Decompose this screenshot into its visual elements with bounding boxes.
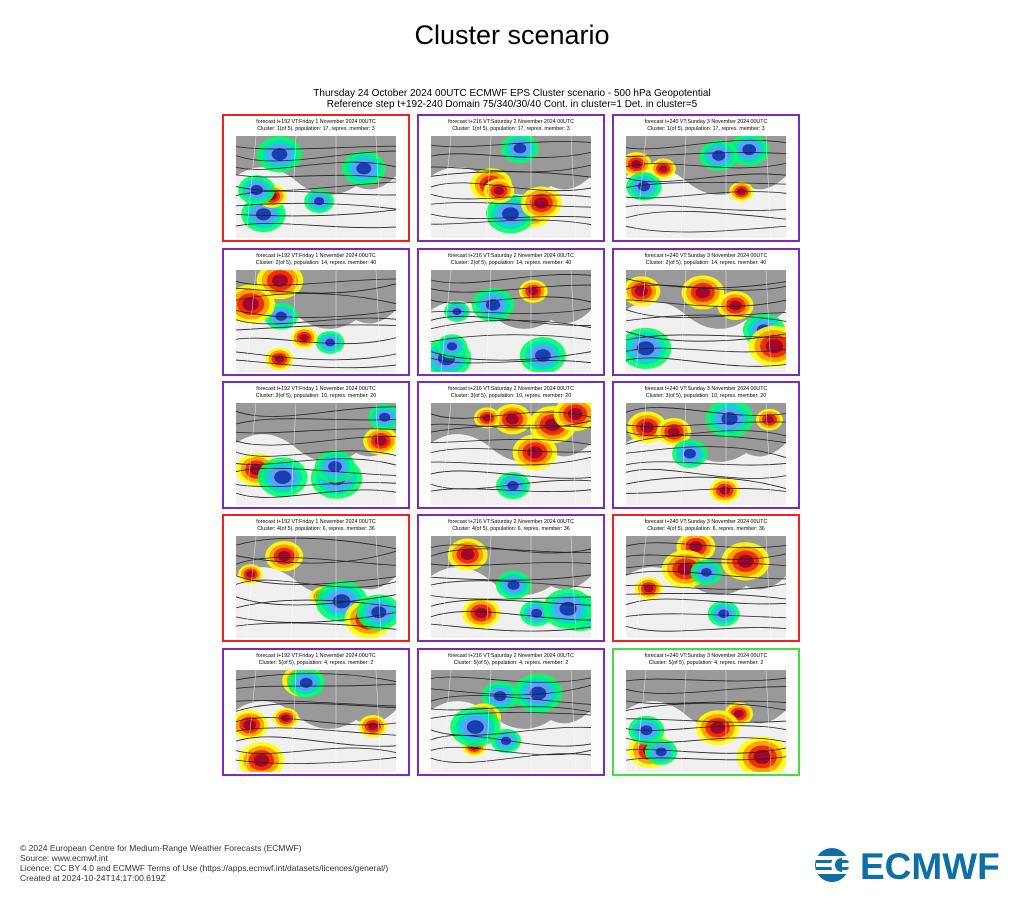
subtitle-line-2: Reference step t+192-240 Domain 75/340/3… xyxy=(326,99,698,110)
panel-forecast-label: forecast t+192 VT:Friday 1 November 2024… xyxy=(256,519,376,525)
panel-forecast-label: forecast t+240 VT:Sunday 3 November 2024… xyxy=(644,386,768,392)
panel-forecast-label: forecast t+216 VT:Saturday 2 November 20… xyxy=(448,253,574,259)
panel-forecast-label: forecast t+192 VT:Friday 1 November 2024… xyxy=(256,253,376,259)
geopotential-anomaly-map xyxy=(236,136,396,238)
footer-copyright: © 2024 European Centre for Medium-Range … xyxy=(20,843,302,853)
panel-cluster-label: Cluster: 2(of 5), population: 14, repres… xyxy=(255,260,377,266)
panel-cluster-label: Cluster: 1(of 5), population: 17, repres… xyxy=(452,126,570,132)
panel-header: forecast t+192 VT:Friday 1 November 2024… xyxy=(224,386,408,400)
panel-forecast-label: forecast t+216 VT:Saturday 2 November 20… xyxy=(448,519,574,525)
geopotential-anomaly-map xyxy=(236,536,396,638)
geopotential-anomaly-map xyxy=(431,270,591,372)
panel-header: forecast t+192 VT:Friday 1 November 2024… xyxy=(224,253,408,267)
cluster-panel: forecast t+216 VT:Saturday 2 November 20… xyxy=(417,381,605,509)
panel-cluster-label: Cluster: 5(of 5), population: 4, repres.… xyxy=(453,660,569,666)
panel-header: forecast t+216 VT:Saturday 2 November 20… xyxy=(419,653,603,667)
panel-forecast-label: forecast t+216 VT:Saturday 2 November 20… xyxy=(448,653,574,659)
cluster-panel: forecast t+240 VT:Sunday 3 November 2024… xyxy=(612,114,800,242)
panel-cluster-label: Cluster: 1(of 5), population: 17, repres… xyxy=(647,126,765,132)
page-title: Cluster scenario xyxy=(414,20,610,50)
geopotential-anomaly-map xyxy=(626,136,786,238)
panel-header: forecast t+216 VT:Saturday 2 November 20… xyxy=(419,386,603,400)
geopotential-anomaly-map xyxy=(236,270,396,372)
cluster-panel: forecast t+192 VT:Friday 1 November 2024… xyxy=(222,248,410,376)
panel-header: forecast t+216 VT:Saturday 2 November 20… xyxy=(419,119,603,133)
panel-cluster-label: Cluster: 3(of 5), population: 10, repres… xyxy=(645,393,767,399)
cluster-panel: forecast t+192 VT:Friday 1 November 2024… xyxy=(222,381,410,509)
panel-header: forecast t+192 VT:Friday 1 November 2024… xyxy=(224,519,408,533)
panel-forecast-label: forecast t+240 VT:Sunday 3 November 2024… xyxy=(644,119,768,125)
subtitle-line-1: Thursday 24 October 2024 00UTC ECMWF EPS… xyxy=(313,88,711,99)
panel-header: forecast t+240 VT:Sunday 3 November 2024… xyxy=(614,119,798,133)
geopotential-anomaly-map xyxy=(431,536,591,638)
cluster-panel: forecast t+240 VT:Sunday 3 November 2024… xyxy=(612,381,800,509)
panel-cluster-label: Cluster: 5(of 5), population: 4, repres.… xyxy=(258,660,374,666)
panel-header: forecast t+240 VT:Sunday 3 November 2024… xyxy=(614,653,798,667)
panel-forecast-label: forecast t+240 VT:Sunday 3 November 2024… xyxy=(644,253,768,259)
panel-header: forecast t+216 VT:Saturday 2 November 20… xyxy=(419,253,603,267)
panel-cluster-label: Cluster: 3(of 5), population: 10, repres… xyxy=(255,393,377,399)
cluster-panel-grid: forecast t+192 VT:Friday 1 November 2024… xyxy=(222,114,804,778)
panel-forecast-label: forecast t+240 VT:Sunday 3 November 2024… xyxy=(644,653,768,659)
geopotential-anomaly-map xyxy=(626,536,786,638)
geopotential-anomaly-map xyxy=(236,403,396,505)
cluster-panel: forecast t+216 VT:Saturday 2 November 20… xyxy=(417,248,605,376)
geopotential-anomaly-map xyxy=(431,670,591,772)
cluster-panel: forecast t+240 VT:Sunday 3 November 2024… xyxy=(612,514,800,642)
figure-subtitle: Thursday 24 October 2024 00UTC ECMWF EPS… xyxy=(222,88,802,110)
footer-source: Source: www.ecmwf.int xyxy=(20,853,108,863)
footer-licence: Licence: CC BY 4.0 and ECMWF Terms of Us… xyxy=(20,863,389,873)
panel-cluster-label: Cluster: 2(of 5), population: 14, repres… xyxy=(450,260,572,266)
panel-cluster-label: Cluster: 4(of 5), population: 6, repres.… xyxy=(257,526,375,532)
panel-forecast-label: forecast t+192 VT:Friday 1 November 2024… xyxy=(256,119,376,125)
ecmwf-logo-text: ECMWF xyxy=(860,846,1000,886)
panel-forecast-label: forecast t+240 VT:Sunday 3 November 2024… xyxy=(644,519,768,525)
ecmwf-logo: ECMWF xyxy=(815,846,1000,886)
geopotential-anomaly-map xyxy=(236,670,396,772)
geopotential-anomaly-map xyxy=(626,403,786,505)
cluster-panel: forecast t+216 VT:Saturday 2 November 20… xyxy=(417,648,605,776)
cluster-panel: forecast t+216 VT:Saturday 2 November 20… xyxy=(417,514,605,642)
panel-cluster-label: Cluster: 4(of 5), population: 6, repres.… xyxy=(647,526,765,532)
geopotential-anomaly-map xyxy=(431,403,591,505)
cluster-panel: forecast t+192 VT:Friday 1 November 2024… xyxy=(222,514,410,642)
panel-header: forecast t+240 VT:Sunday 3 November 2024… xyxy=(614,253,798,267)
panel-forecast-label: forecast t+192 VT:Friday 1 November 2024… xyxy=(256,653,376,659)
ecmwf-logo-icon xyxy=(815,848,856,882)
panel-forecast-label: forecast t+216 VT:Saturday 2 November 20… xyxy=(448,119,574,125)
panel-header: forecast t+192 VT:Friday 1 November 2024… xyxy=(224,653,408,667)
panel-header: forecast t+240 VT:Sunday 3 November 2024… xyxy=(614,519,798,533)
cluster-panel: forecast t+216 VT:Saturday 2 November 20… xyxy=(417,114,605,242)
geopotential-anomaly-map xyxy=(626,270,786,372)
panel-header: forecast t+192 VT:Friday 1 November 2024… xyxy=(224,119,408,133)
footer-created: Created at 2024-10-24T14:17:00.619Z xyxy=(20,873,166,883)
panel-header: forecast t+240 VT:Sunday 3 November 2024… xyxy=(614,386,798,400)
geopotential-anomaly-map xyxy=(431,136,591,238)
geopotential-anomaly-map xyxy=(626,670,786,772)
panel-cluster-label: Cluster: 3(of 5), population: 10, repres… xyxy=(450,393,572,399)
panel-forecast-label: forecast t+216 VT:Saturday 2 November 20… xyxy=(448,386,574,392)
panel-cluster-label: Cluster: 2(of 5), population: 14, repres… xyxy=(645,260,767,266)
cluster-panel: forecast t+192 VT:Friday 1 November 2024… xyxy=(222,114,410,242)
footer-credits: © 2024 European Centre for Medium-Range … xyxy=(20,843,388,883)
panel-cluster-label: Cluster: 4(of 5), population: 6, repres.… xyxy=(452,526,570,532)
cluster-panel: forecast t+240 VT:Sunday 3 November 2024… xyxy=(612,648,800,776)
panel-cluster-label: Cluster: 1(of 5), population: 17, repres… xyxy=(257,126,375,132)
cluster-panel: forecast t+192 VT:Friday 1 November 2024… xyxy=(222,648,410,776)
panel-header: forecast t+216 VT:Saturday 2 November 20… xyxy=(419,519,603,533)
panel-cluster-label: Cluster: 5(of 5), population: 4, repres.… xyxy=(648,660,764,666)
panel-forecast-label: forecast t+192 VT:Friday 1 November 2024… xyxy=(256,386,376,392)
cluster-panel: forecast t+240 VT:Sunday 3 November 2024… xyxy=(612,248,800,376)
